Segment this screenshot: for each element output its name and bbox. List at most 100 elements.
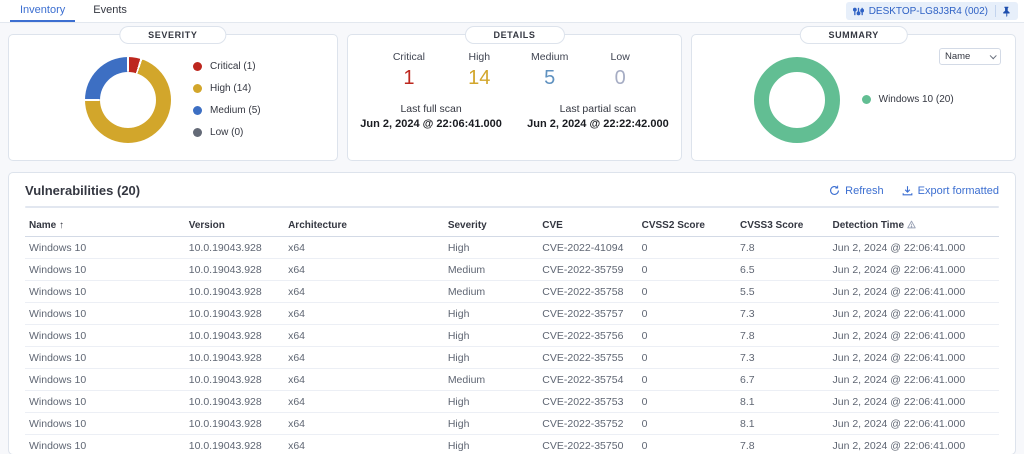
scan-value: Jun 2, 2024 @ 22:22:42.000: [527, 118, 669, 130]
column-header-cve[interactable]: CVE: [538, 215, 638, 237]
export-formatted-button[interactable]: Export formatted: [902, 185, 999, 197]
summary-donut-chart[interactable]: [753, 56, 840, 143]
tab-inventory[interactable]: Inventory: [10, 0, 76, 22]
details-panel-title: DETAILS: [464, 26, 565, 44]
column-header-version[interactable]: Version: [184, 215, 285, 237]
table-cell: Jun 2, 2024 @ 22:06:41.000: [828, 236, 999, 259]
legend-item-low[interactable]: Low (0): [193, 127, 261, 138]
refresh-icon: [829, 185, 840, 196]
table-cell: High: [443, 236, 539, 259]
table-row[interactable]: Windows 10 10.0.19043.928 x64 High CVE-2022-…: [25, 390, 999, 413]
column-header-detection-time[interactable]: Detection Time: [828, 215, 999, 237]
summary-chart-area: Windows 10 (20): [692, 35, 1015, 160]
stat-value: 0: [614, 67, 626, 89]
table-row[interactable]: Windows 10 10.0.19043.928 x64 High CVE-2022-…: [25, 236, 999, 259]
table-cell: x64: [284, 258, 444, 281]
table-row[interactable]: Windows 10 10.0.19043.928 x64 High CVE-2022-…: [25, 434, 999, 454]
table-cell: 10.0.19043.928: [184, 346, 285, 369]
legend-item-windows10[interactable]: Windows 10 (20): [861, 94, 954, 105]
table-cell: Jun 2, 2024 @ 22:06:41.000: [828, 302, 999, 325]
table-row[interactable]: Windows 10 10.0.19043.928 x64 High CVE-2022-…: [25, 324, 999, 347]
table-row[interactable]: Windows 10 10.0.19043.928 x64 High CVE-2022-…: [25, 302, 999, 325]
table-cell: Jun 2, 2024 @ 22:06:41.000: [828, 434, 999, 454]
table-row[interactable]: Windows 10 10.0.19043.928 x64 Medium CVE-202…: [25, 258, 999, 281]
table-cell: Windows 10: [25, 434, 185, 454]
table-cell: CVE-2022-41094: [538, 236, 638, 259]
table-row[interactable]: Windows 10 10.0.19043.928 x64 High CVE-2022-…: [25, 346, 999, 369]
vulnerabilities-header: Vulnerabilities (20) Refresh: [25, 183, 999, 198]
table-cell: x64: [284, 412, 444, 435]
stat-low: Low 0: [585, 51, 655, 90]
table-cell: 0: [637, 302, 736, 325]
stat-label: Low: [610, 51, 630, 63]
table-cell: 0: [637, 236, 736, 259]
table-header-row: Name ↑ Version Architecture Severity CVE…: [25, 215, 999, 237]
table-cell: Jun 2, 2024 @ 22:06:41.000: [828, 324, 999, 347]
table-cell: Medium: [443, 258, 539, 281]
table-cell: 7.3: [735, 302, 829, 325]
table-cell: 10.0.19043.928: [184, 302, 285, 325]
top-bar: Inventory Events DESKTOP-LG8J3R4 (002): [0, 0, 1024, 23]
table-cell: Windows 10: [25, 302, 185, 325]
badge-divider: [995, 5, 996, 17]
table-cell: x64: [284, 368, 444, 391]
details-panel: DETAILS Critical 1 High 14 Medium 5 Low …: [346, 26, 683, 161]
stat-critical: Critical 1: [374, 51, 444, 90]
table-cell: CVE-2022-35750: [538, 434, 638, 454]
table-row[interactable]: Windows 10 10.0.19043.928 x64 Medium CVE-202…: [25, 280, 999, 303]
legend-dot-medium: [193, 106, 203, 115]
column-header-architecture[interactable]: Architecture: [284, 215, 444, 237]
table-cell: CVE-2022-35752: [538, 412, 638, 435]
severity-donut-chart[interactable]: [85, 56, 172, 143]
column-header-cvss3[interactable]: CVSS3 Score: [735, 215, 829, 237]
table-cell: High: [443, 302, 539, 325]
table-cell: CVE-2022-35758: [538, 280, 638, 303]
table-row[interactable]: Windows 10 10.0.19043.928 x64 Medium CVE-202…: [25, 368, 999, 391]
vulnerabilities-table-body: Windows 10 10.0.19043.928 x64 High CVE-2022-…: [25, 236, 999, 454]
table-cell: Windows 10: [25, 346, 185, 369]
table-cell: x64: [284, 434, 444, 454]
column-header-name[interactable]: Name ↑: [25, 215, 185, 237]
table-cell: High: [443, 324, 539, 347]
table-cell: Jun 2, 2024 @ 22:06:41.000: [828, 280, 999, 303]
vulnerabilities-table: Name ↑ Version Architecture Severity CVE…: [25, 215, 999, 454]
table-cell: Jun 2, 2024 @ 22:06:41.000: [828, 368, 999, 391]
table-cell: High: [443, 390, 539, 413]
table-cell: CVE-2022-35759: [538, 258, 638, 281]
table-cell: High: [443, 346, 539, 369]
legend-item-critical[interactable]: Critical (1): [193, 61, 261, 72]
stat-value: 14: [468, 67, 491, 89]
legend-item-high[interactable]: High (14): [193, 83, 261, 94]
table-cell: Windows 10: [25, 412, 185, 435]
table-row[interactable]: Windows 10 10.0.19043.928 x64 High CVE-2022-…: [25, 412, 999, 435]
column-header-severity[interactable]: Severity: [443, 215, 539, 237]
column-header-cvss2[interactable]: CVSS2 Score: [637, 215, 736, 237]
legend-dot-low: [193, 128, 203, 137]
table-cell: 10.0.19043.928: [184, 412, 285, 435]
scan-label: Last full scan: [400, 103, 462, 115]
table-cell: High: [443, 412, 539, 435]
severity-panel-title: SEVERITY: [119, 26, 227, 44]
summary-field-select[interactable]: Name: [939, 48, 1001, 65]
table-cell: Windows 10: [25, 280, 185, 303]
agent-selector-badge[interactable]: DESKTOP-LG8J3R4 (002): [845, 2, 1018, 20]
stat-label: Critical: [392, 51, 425, 63]
export-formatted-label: Export formatted: [917, 184, 999, 197]
refresh-button[interactable]: Refresh: [829, 185, 884, 197]
tab-events[interactable]: Events: [93, 4, 127, 16]
tab-bar: Inventory Events: [6, 0, 141, 22]
table-cell: 6.7: [735, 368, 829, 391]
summary-field-select-value: Name: [945, 51, 971, 62]
table-cell: CVE-2022-35757: [538, 302, 638, 325]
table-cell: 10.0.19043.928: [184, 390, 285, 413]
table-cell: Medium: [443, 280, 539, 303]
table-cell: CVE-2022-35756: [538, 324, 638, 347]
pin-icon[interactable]: [1001, 6, 1011, 17]
legend-item-medium[interactable]: Medium (5): [193, 105, 261, 116]
table-cell: CVE-2022-35754: [538, 368, 638, 391]
table-cell: 8.1: [735, 390, 829, 413]
table-actions: Refresh Export formatted: [829, 185, 999, 197]
table-cell: x64: [284, 236, 444, 259]
legend-dot-windows10: [861, 95, 871, 104]
legend-label: High (14): [210, 83, 252, 94]
